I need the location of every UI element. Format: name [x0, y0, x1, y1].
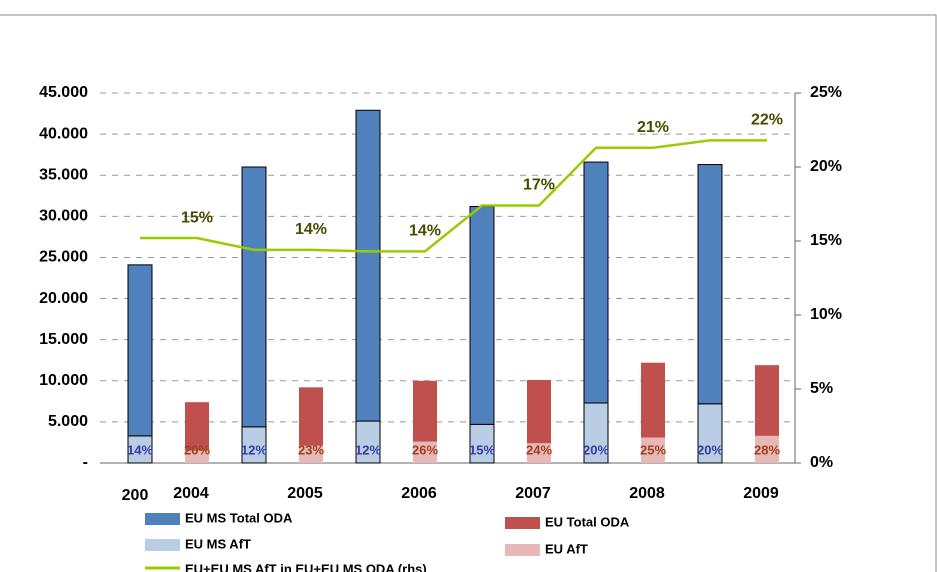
bar-segment [697, 403, 723, 464]
bar-segment [527, 443, 551, 463]
bar-segment [413, 441, 437, 463]
bar-segment [299, 445, 323, 463]
legend-label: EU AfT [545, 541, 588, 556]
bar-segment [583, 402, 609, 464]
bar-segment [755, 365, 779, 436]
y-tick-label: 30.000 [39, 208, 88, 225]
line-label: 21% [637, 119, 669, 136]
bar-segment [241, 166, 267, 428]
legend-label: EU Total ODA [545, 514, 630, 529]
bar-segment [755, 435, 779, 463]
y-tick-label: 5.000 [48, 413, 88, 430]
legend-swatch [145, 539, 180, 551]
y-tick-label: 40.000 [39, 125, 88, 142]
data-label: 12% [355, 442, 381, 457]
line-label: 14% [295, 221, 327, 238]
bar-segment [127, 264, 153, 437]
line-label: 15% [181, 209, 213, 226]
data-label: 26% [412, 442, 438, 457]
y-tick-label: - [83, 454, 88, 471]
y2-tick-label: 0% [810, 454, 833, 471]
bar-segment [355, 109, 381, 422]
x-tick-label: 200 [122, 487, 149, 504]
data-label: 25% [640, 442, 666, 457]
y2-tick-label: 20% [810, 158, 842, 175]
y-tick-label: 45.000 [39, 84, 88, 101]
bar-segment [299, 387, 323, 446]
x-tick-label: 2004 [173, 485, 209, 502]
legend-label: EU MS Total ODA [185, 510, 293, 525]
y-tick-label: 20.000 [39, 290, 88, 307]
data-label: 14% [127, 442, 153, 457]
bar-segment [185, 450, 209, 463]
y2-tick-label: 10% [810, 306, 842, 323]
x-tick-label: 2005 [287, 485, 323, 502]
data-label: 24% [526, 442, 552, 457]
x-tick-label: 2009 [743, 485, 779, 502]
data-label: 28% [754, 442, 780, 457]
line-label: 14% [409, 223, 441, 240]
legend-label: EU+EU MS AfT in EU+EU MS ODA (rhs) [185, 561, 427, 572]
bar-segment [641, 362, 665, 438]
bar-segment [127, 435, 153, 464]
y2-tick-label: 15% [810, 232, 842, 249]
bar-segment [185, 402, 209, 451]
x-tick-label: 2007 [515, 485, 551, 502]
legend-label: EU MS AfT [185, 536, 251, 551]
data-label: 15% [469, 442, 495, 457]
x-tick-label: 2006 [401, 485, 437, 502]
line-label: 17% [523, 177, 555, 194]
data-label: 20% [697, 442, 723, 457]
y2-tick-label: 25% [810, 84, 842, 101]
data-label: 20% [583, 442, 609, 457]
data-label: 20% [184, 442, 210, 457]
frame [0, 14, 937, 572]
y2-tick-label: 5% [810, 380, 833, 397]
legend-swatch [145, 513, 180, 525]
y-tick-label: 10.000 [39, 372, 88, 389]
y-tick-label: 15.000 [39, 331, 88, 348]
bar-segment [469, 205, 495, 425]
bar-segment [583, 161, 609, 404]
data-label: 23% [298, 442, 324, 457]
line [140, 139, 767, 253]
bar-segment [527, 379, 551, 444]
y-tick-label: 35.000 [39, 166, 88, 183]
legend-swatch [505, 544, 540, 556]
bar-segment [697, 164, 723, 405]
y-tick-label: 25.000 [39, 249, 88, 266]
bar-segment [641, 437, 665, 463]
data-label: 12% [241, 442, 267, 457]
legend-swatch [505, 517, 540, 529]
line-label: 22% [751, 112, 783, 129]
bar-segment [413, 380, 437, 442]
x-tick-label: 2008 [629, 485, 665, 502]
